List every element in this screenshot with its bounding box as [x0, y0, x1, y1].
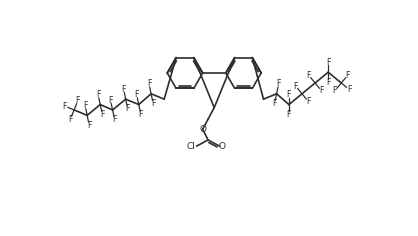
Text: F: F	[76, 96, 80, 105]
Text: F: F	[87, 121, 92, 130]
Text: F: F	[139, 110, 143, 119]
Text: F: F	[326, 78, 331, 87]
Text: F: F	[83, 101, 87, 110]
Text: Cl: Cl	[186, 142, 195, 151]
Text: F: F	[96, 90, 100, 99]
Text: F: F	[108, 96, 113, 105]
Text: F: F	[287, 110, 291, 119]
Text: F: F	[100, 110, 104, 119]
Text: F: F	[135, 90, 139, 99]
Text: F: F	[319, 86, 324, 95]
Text: F: F	[326, 58, 331, 67]
Text: F: F	[151, 99, 155, 108]
Text: F: F	[276, 80, 281, 88]
Text: F: F	[287, 90, 291, 99]
Text: F: F	[293, 82, 298, 91]
Text: F: F	[63, 102, 67, 111]
Text: F: F	[121, 85, 126, 94]
Text: F: F	[333, 86, 337, 95]
Text: F: F	[306, 97, 311, 106]
Text: F: F	[347, 85, 351, 94]
Text: F: F	[68, 115, 73, 124]
Text: F: F	[272, 99, 277, 108]
Text: F: F	[125, 105, 130, 114]
Text: F: F	[306, 71, 311, 80]
Text: F: F	[147, 80, 151, 88]
Text: O: O	[219, 142, 225, 151]
Text: F: F	[345, 71, 350, 80]
Text: F: F	[112, 115, 117, 124]
Text: O: O	[199, 125, 206, 134]
